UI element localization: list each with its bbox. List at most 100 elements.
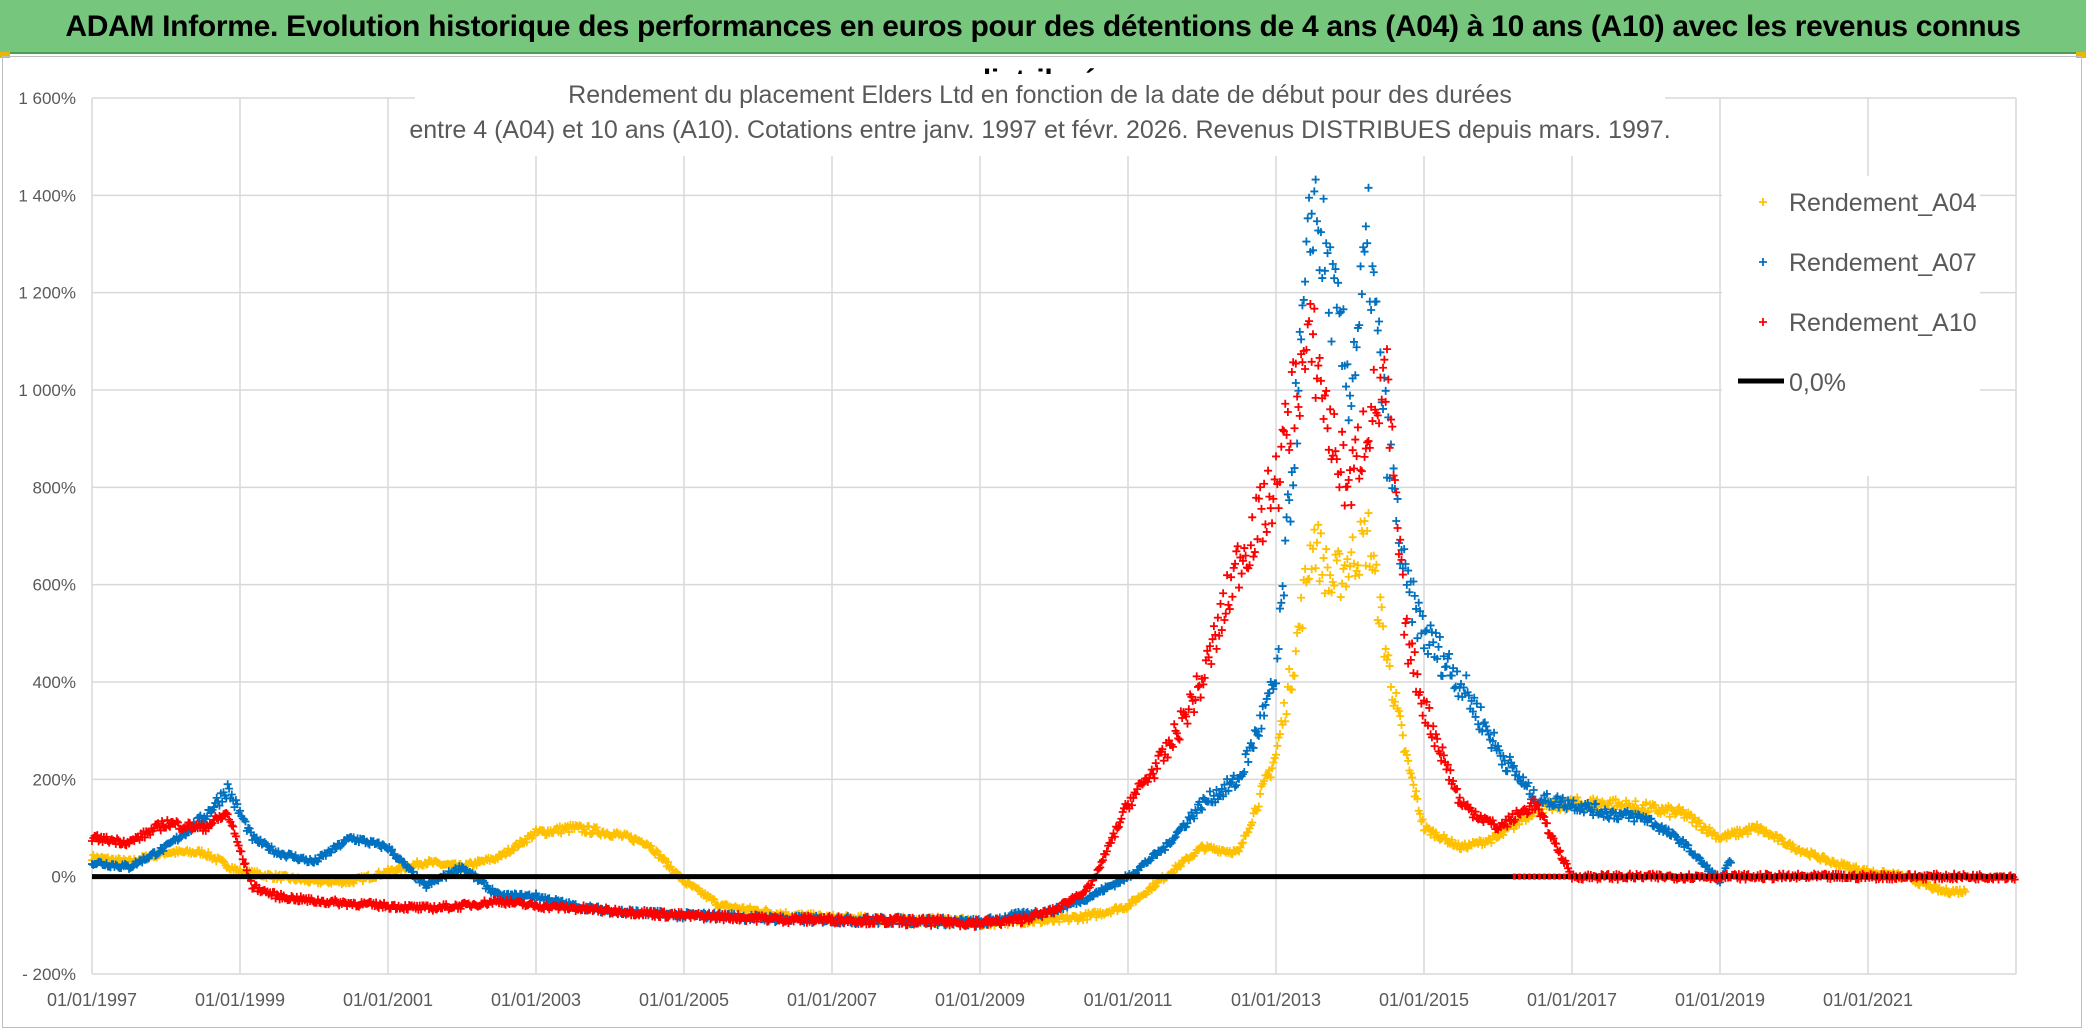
data-point [1400, 545, 1409, 554]
data-point [1332, 303, 1341, 312]
data-point [1445, 649, 1454, 658]
data-point [1250, 548, 1259, 557]
data-point [1778, 834, 1787, 843]
data-point [1227, 573, 1236, 582]
data-point [1509, 824, 1518, 833]
data-point [1161, 845, 1169, 854]
data-point [1684, 841, 1693, 850]
data-point [1150, 774, 1159, 783]
data-point [231, 832, 240, 841]
data-point [1286, 439, 1295, 448]
data-point [1235, 583, 1243, 592]
data-point [1207, 660, 1216, 669]
data-point [1318, 274, 1327, 283]
data-point [1401, 560, 1410, 569]
y-tick-label: 1 600% [18, 89, 76, 108]
y-axis-ticks: - 200% 0% 200% 400% 600% 800% 1 000% 1 200% 1 40… [18, 89, 76, 984]
data-point [1688, 818, 1697, 827]
performance-scatter-chart: - 200% 0% 200% 400% 600% 800% 1 000% 1 200% 1 40… [18, 74, 2019, 1010]
data-point [1725, 856, 1734, 865]
data-point [1110, 832, 1119, 841]
data-point [1483, 726, 1492, 735]
data-point [1236, 843, 1245, 852]
data-point [627, 832, 636, 841]
legend: Rendement_A04 Rendement_A07 Rendement_A10 0… [1722, 176, 1980, 476]
corner-mark-left [0, 52, 10, 58]
data-point [1459, 683, 1468, 692]
data-point [1372, 297, 1381, 306]
data-point [1309, 246, 1317, 255]
data-point [1488, 737, 1497, 746]
data-point [113, 834, 122, 843]
data-point [1462, 671, 1471, 680]
data-point [209, 803, 218, 812]
data-point [1228, 592, 1237, 601]
data-point [1323, 563, 1332, 572]
legend-marker [1759, 318, 1767, 326]
data-point [1371, 566, 1380, 575]
x-tick-label: 01/01/2019 [1675, 990, 1765, 1010]
data-point [1149, 769, 1158, 778]
data-point [870, 919, 879, 928]
data-point [1316, 376, 1325, 385]
data-point [1310, 304, 1319, 313]
y-tick-label: 0% [51, 868, 76, 887]
data-point [994, 915, 1003, 924]
data-point [1554, 848, 1563, 857]
data-point [1312, 538, 1321, 547]
data-point [1320, 391, 1329, 400]
data-point [1404, 566, 1413, 575]
data-point [1384, 651, 1393, 660]
data-point [1190, 708, 1199, 717]
data-point [1423, 649, 1432, 658]
data-point [1175, 735, 1184, 744]
data-point [1665, 812, 1674, 821]
data-point [1347, 501, 1356, 510]
data-point [1167, 838, 1176, 847]
data-point [203, 812, 212, 821]
data-point [405, 863, 414, 872]
data-point [1055, 917, 1064, 926]
data-point [140, 833, 149, 842]
series-Rendement_A04 [88, 509, 1970, 931]
data-point [1534, 805, 1543, 814]
data-point [1484, 730, 1493, 739]
data-point [1349, 559, 1358, 568]
legend-label: 0,0% [1789, 369, 1846, 397]
data-point [1365, 443, 1374, 452]
data-point [1298, 358, 1307, 367]
data-point [1435, 632, 1444, 641]
data-point [1467, 806, 1476, 815]
data-point [1368, 262, 1377, 271]
data-point [1076, 911, 1085, 920]
data-point [1363, 438, 1372, 447]
data-point [1164, 736, 1173, 745]
data-point [1346, 466, 1354, 475]
data-point [456, 904, 465, 913]
data-point [1297, 335, 1306, 344]
y-tick-label: 1 000% [18, 381, 76, 400]
data-point [1389, 464, 1398, 473]
data-point [1330, 581, 1339, 590]
data-point [1294, 386, 1303, 395]
data-point [1231, 559, 1240, 568]
data-point [1196, 693, 1205, 702]
data-point [1408, 618, 1417, 627]
data-point [1241, 551, 1250, 560]
data-point [1471, 712, 1480, 721]
data-point [1307, 565, 1316, 574]
data-point [1631, 797, 1640, 806]
data-point [1422, 626, 1431, 635]
data-point [1235, 847, 1243, 856]
legend-item: 0,0% [1738, 369, 1846, 397]
data-point [1413, 794, 1422, 803]
data-point [1196, 803, 1205, 812]
data-point [1290, 424, 1299, 433]
data-point [1170, 834, 1179, 843]
data-point [1056, 904, 1065, 913]
data-point [1298, 624, 1307, 633]
data-point [1611, 795, 1620, 804]
data-point [1285, 446, 1294, 455]
data-point [1369, 365, 1378, 374]
data-point [1315, 577, 1324, 586]
